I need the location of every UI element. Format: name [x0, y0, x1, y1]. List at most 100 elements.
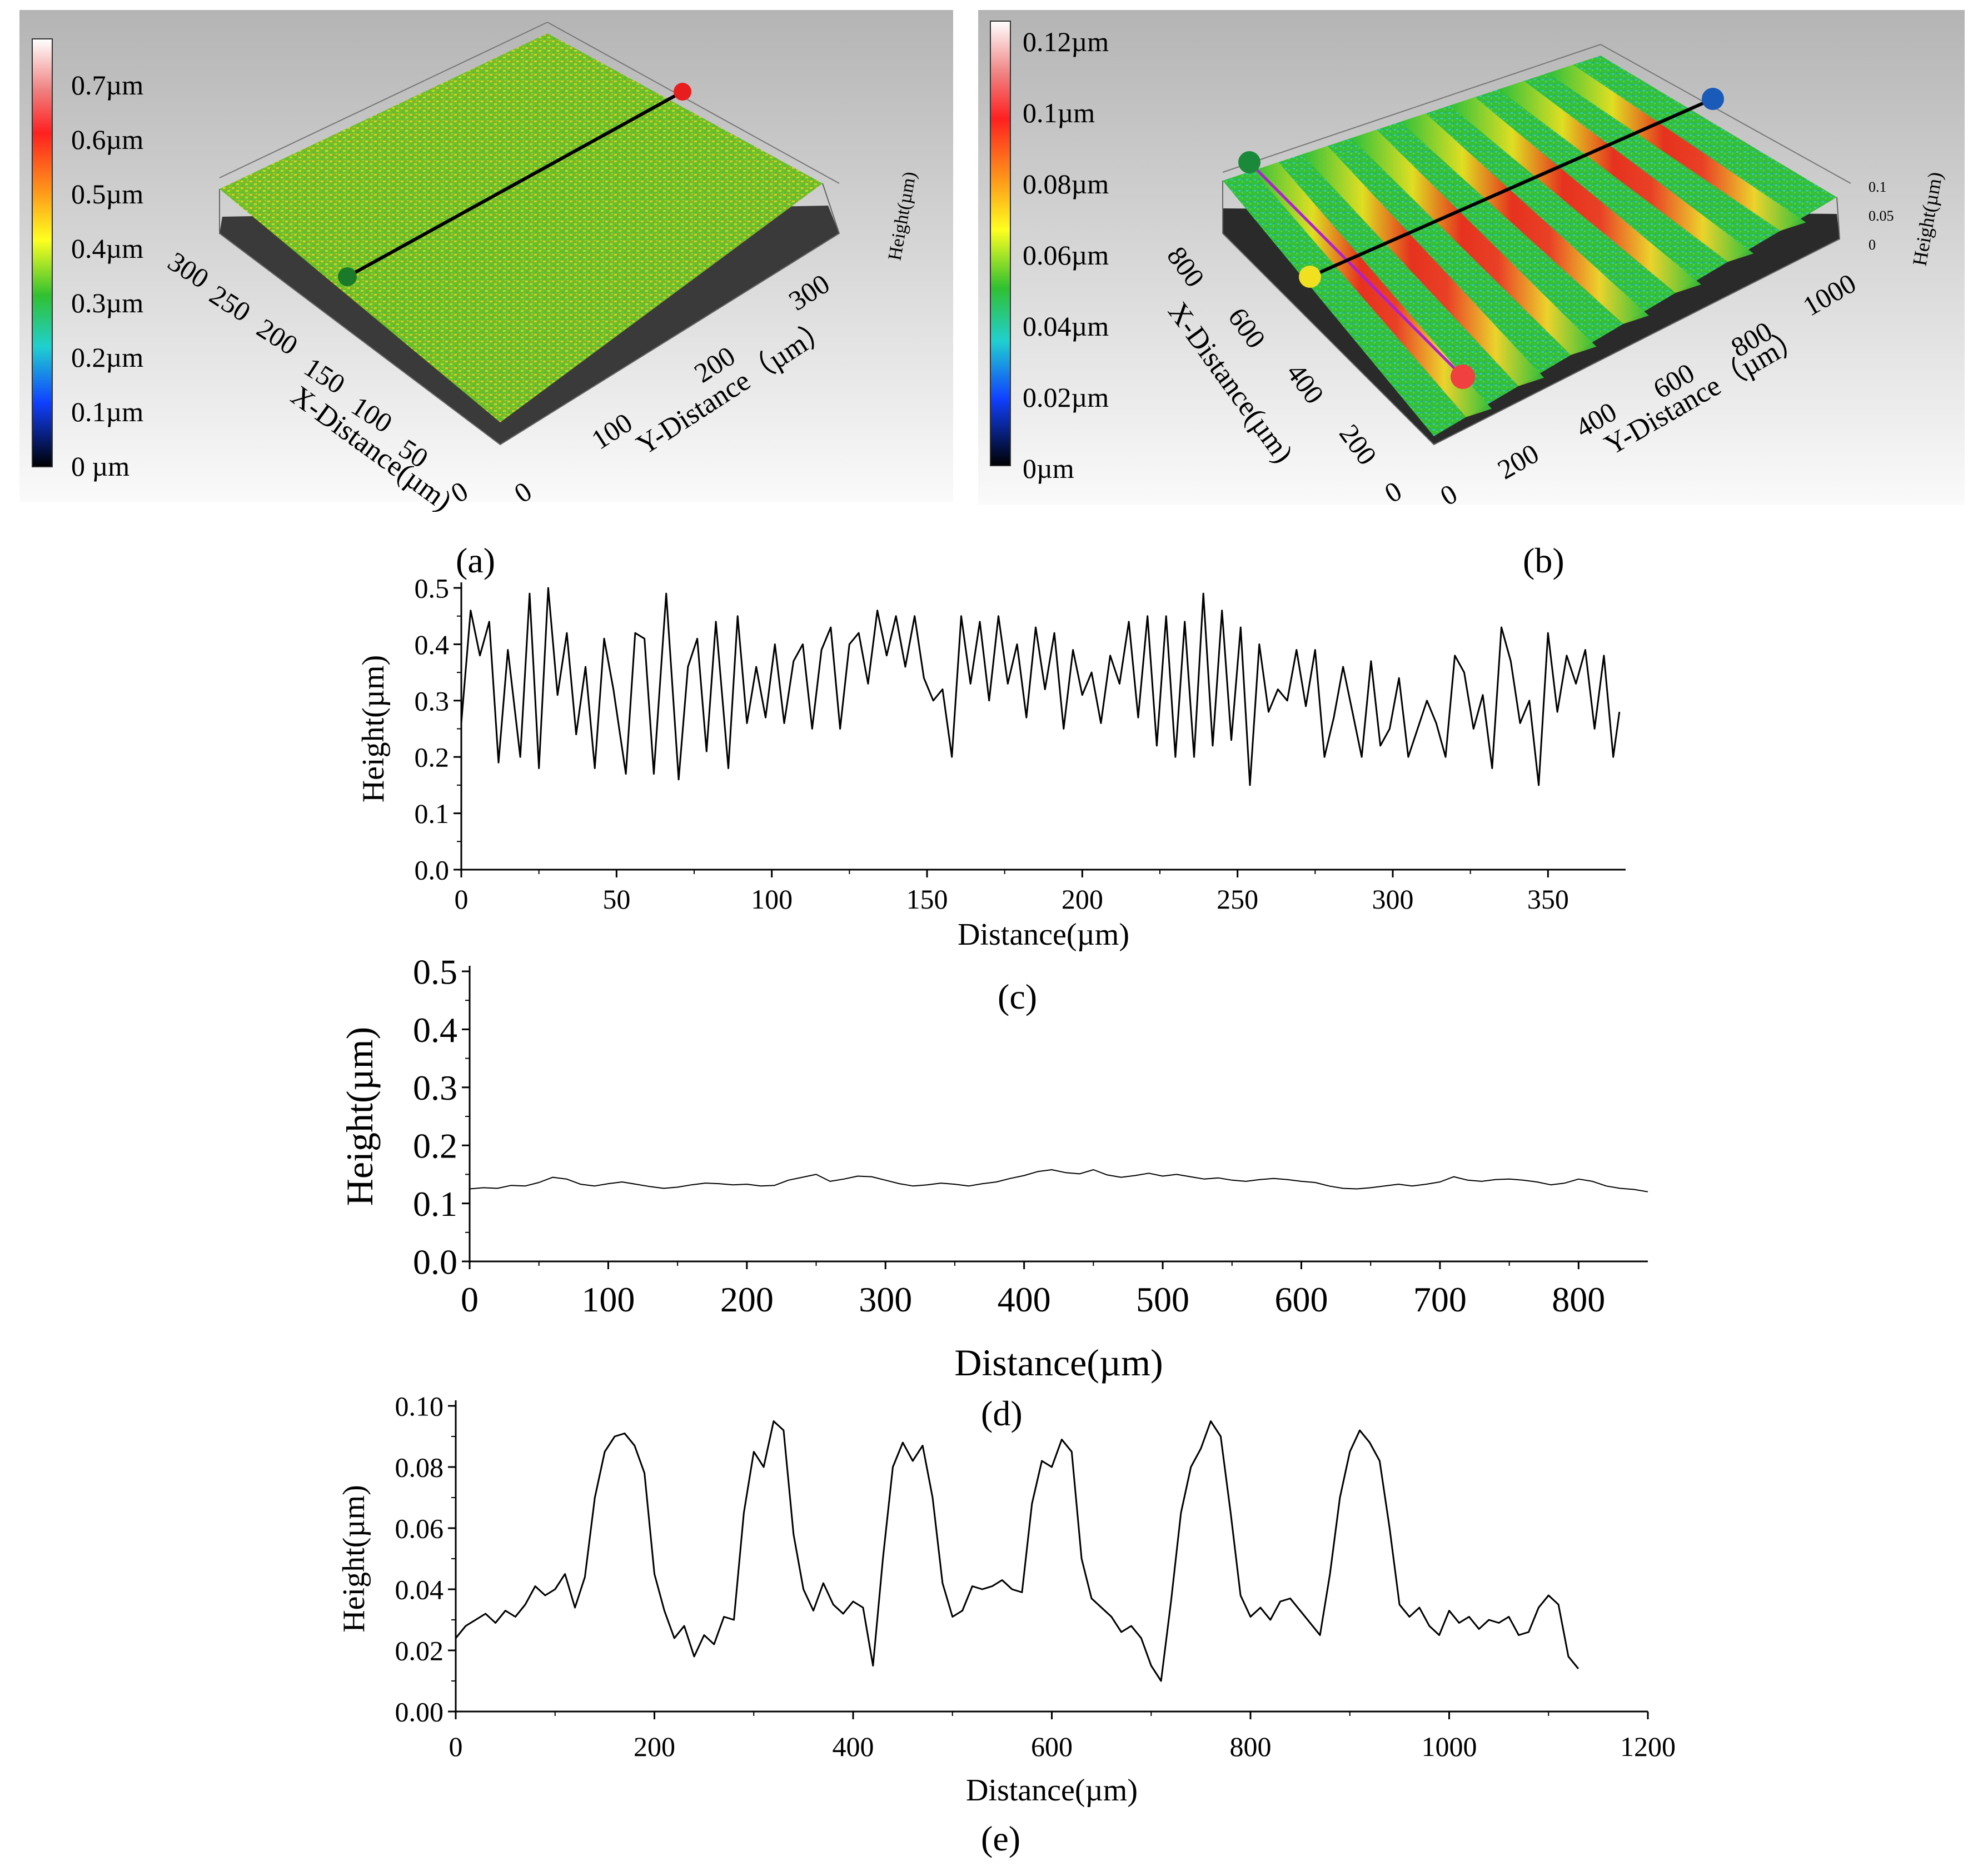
x-tick-label: 800 — [1230, 1731, 1272, 1762]
x-axis-title: Distance(µm) — [966, 1773, 1138, 1808]
x-axis-title: Distance(µm) — [958, 917, 1129, 952]
x-tick-label: 700 — [1413, 1280, 1467, 1319]
surface-b-ridge — [1302, 146, 1544, 386]
surface-a-colorbar-label: 0 µm — [71, 451, 129, 482]
series-line-profile-b-short — [455, 1420, 1580, 1682]
surface-a-box — [219, 183, 840, 446]
surface-b-ridge — [1449, 97, 1701, 293]
x-tick-label: 150 — [906, 884, 948, 915]
surface-a-colorbar-label: 0.4µm — [71, 233, 143, 264]
chart-d: 0 100 200 300 400 500 600 700 800 0.0 0.1 0.2 0.3 0.4… — [338, 952, 1648, 1384]
surface-b-z-ticks: 0.1 0.05 0 — [1869, 179, 1894, 253]
surface-b-colorbar-labels: 0.12µm 0.1µm 0.08µm 0.06µm 0.04µm 0.02µm 0µm — [1023, 26, 1109, 484]
surface-b-profile-line-long — [1248, 161, 1464, 378]
x-tick-label: 500 — [1136, 1280, 1189, 1319]
chart-c: 0 50 100 150 200 250 300 350 0.0 0.1 0.2 0.3 0.4 0.5 D… — [356, 573, 1626, 952]
surface-b-colorbar-label: 0.04µm — [1023, 311, 1109, 342]
x-tick-label: 350 — [1527, 884, 1569, 915]
surface-b-colorbar-label: 0.12µm — [1023, 26, 1109, 57]
surface-b-colorbar — [990, 21, 1011, 466]
surface-b-marker-yellow — [1299, 266, 1321, 288]
surface-b-z-tick: 0 — [1869, 237, 1876, 253]
surface-b-colorbar-label: 0.06µm — [1023, 240, 1109, 271]
surface-b-marker-green — [1238, 151, 1260, 173]
surface-a-colorbar-labels: 0.7µm 0.6µm 0.5µm 0.4µm 0.3µm 0.2µm 0.1µm 0 µm — [71, 69, 143, 482]
surface-b-ridge — [1498, 81, 1754, 262]
x-tick-label: 50 — [602, 884, 630, 915]
x-tick-label: 200 — [720, 1280, 774, 1319]
x-tick-label: 600 — [1031, 1731, 1073, 1762]
surface-a-colorbar-label: 0.3µm — [71, 287, 143, 318]
y-tick-label: 0.04 — [395, 1574, 444, 1605]
x-tick-label: 400 — [998, 1280, 1051, 1319]
x-tick-label: 1000 — [1422, 1731, 1477, 1762]
surface-a-colorbar — [32, 38, 53, 467]
x-tick-label: 1200 — [1620, 1731, 1676, 1762]
y-axis-title: Height(µm) — [338, 1027, 381, 1206]
x-tick-label: 400 — [833, 1731, 874, 1762]
x-tick-label: 100 — [581, 1280, 635, 1319]
surface-b-colorbar-label: 0.02µm — [1023, 382, 1109, 413]
surface-b-box — [1222, 181, 1841, 446]
x-tick-label: 100 — [751, 884, 793, 915]
y-tick-label: 0.1 — [415, 798, 450, 829]
x-tick-label: 300 — [859, 1280, 912, 1319]
y-tick-label: 0.3 — [415, 685, 450, 716]
panel-label-d: (d) — [981, 1394, 1023, 1433]
surface-b-profile-line-short — [1309, 97, 1714, 278]
panel-label-a: (a) — [456, 541, 495, 580]
y-tick-label: 0.10 — [395, 1391, 444, 1422]
surface-a-marker-green — [338, 267, 357, 286]
x-tick-label: 600 — [1274, 1280, 1328, 1319]
surface-a-colorbar-label: 0.5µm — [71, 178, 143, 209]
x-tick-label: 0 — [455, 884, 469, 915]
surface-a-colorbar-label: 0.7µm — [71, 69, 143, 101]
y-tick-label: 0.1 — [413, 1184, 457, 1224]
y-axis-title: Height(µm) — [356, 655, 391, 803]
y-tick-label: 0.00 — [395, 1697, 444, 1728]
y-tick-label: 0.5 — [413, 952, 457, 991]
y-tick-label: 0.0 — [415, 855, 450, 886]
x-tick-label: 200 — [1062, 884, 1103, 915]
x-axis-title: Distance(µm) — [954, 1341, 1163, 1384]
y-tick-label: 0.08 — [395, 1452, 444, 1483]
series-line-profile-a — [460, 587, 1621, 786]
surface-a-colorbar-label: 0.1µm — [71, 396, 143, 427]
surface-b-ridge — [1400, 113, 1649, 324]
surface-a-colorbar-label: 0.6µm — [71, 124, 143, 155]
surface-b-ridge — [1351, 129, 1597, 355]
y-tick-label: 0.4 — [415, 629, 450, 660]
y-tick-label: 0.2 — [415, 742, 450, 773]
surface-b-colorbar-label: 0.08µm — [1023, 168, 1109, 199]
x-tick-label: 300 — [1372, 884, 1414, 915]
x-tick-label: 0 — [449, 1731, 463, 1762]
y-axis-title: Height(µm) — [337, 1485, 371, 1633]
y-tick-label: 0.4 — [413, 1010, 457, 1050]
surface-a-colorbar-label: 0.2µm — [71, 342, 143, 373]
y-tick-label: 0.06 — [395, 1513, 444, 1544]
surface-b-colorbar-label: 0.1µm — [1023, 97, 1095, 128]
y-tick-label: 0.5 — [415, 573, 450, 604]
surface-a-marker-red — [674, 83, 691, 101]
surface-b-colorbar-label: 0µm — [1023, 453, 1074, 484]
panel-label-c: (c) — [998, 977, 1037, 1016]
surface-b-marker-red — [1451, 365, 1475, 389]
surface-b-z-tick: 0.1 — [1869, 179, 1887, 195]
x-tick-label: 200 — [634, 1731, 675, 1762]
y-tick-label: 0.2 — [413, 1126, 457, 1166]
panel-label-b: (b) — [1523, 541, 1565, 580]
x-tick-label: 0 — [461, 1280, 479, 1319]
series-line-profile-b-long — [469, 1169, 1648, 1193]
surface-b-z-tick: 0.05 — [1869, 208, 1894, 224]
surface-a-profile-line — [346, 90, 684, 278]
chart-e: 0 200 400 600 800 1000 1200 0.00 0.02 0.04 0.06 0.0… — [337, 1391, 1676, 1808]
surface-b-ridge — [1547, 64, 1806, 231]
y-tick-label: 0.0 — [413, 1242, 457, 1281]
panel-label-e: (e) — [981, 1819, 1020, 1858]
x-tick-label: 800 — [1552, 1280, 1605, 1319]
x-tick-label: 250 — [1217, 884, 1258, 915]
